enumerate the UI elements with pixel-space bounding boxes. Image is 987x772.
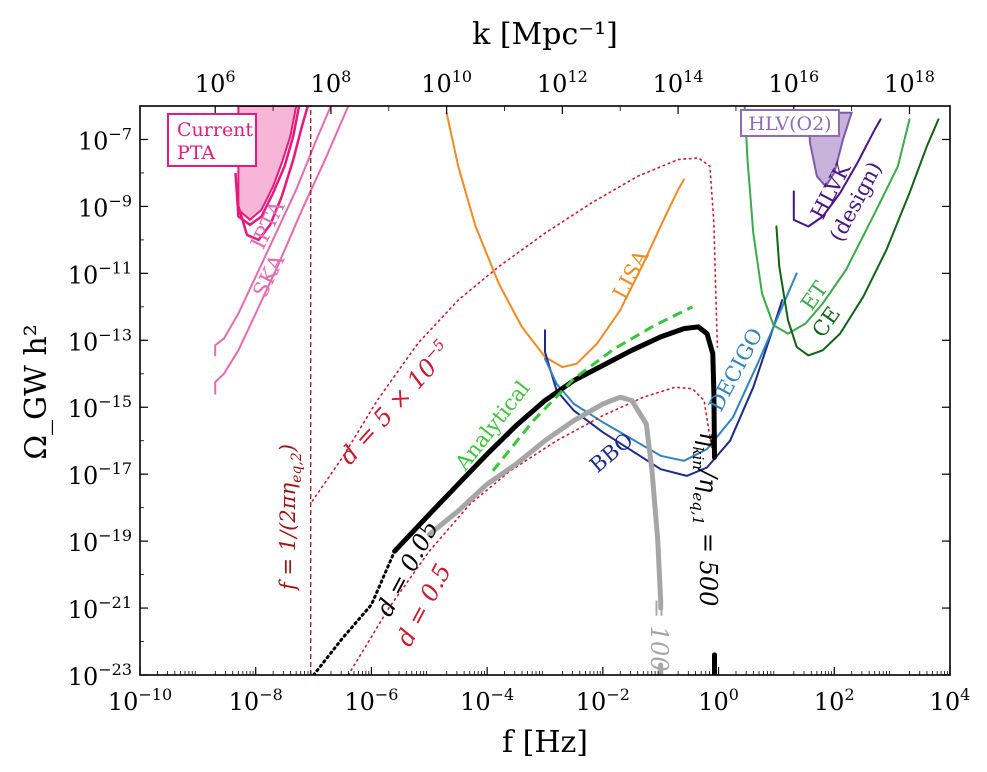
svg-text:HLV(O2): HLV(O2) — [748, 113, 831, 135]
series-et — [743, 106, 911, 335]
y-tick-label: 10−7 — [78, 124, 132, 155]
top-tick-label: 1012 — [537, 67, 588, 98]
top-tick-label: 1010 — [421, 67, 472, 98]
top-tick-label: 108 — [311, 67, 352, 98]
hlv-o2-label: HLV(O2) — [740, 109, 840, 137]
current-pta-label-line1: Current — [177, 119, 253, 141]
top-axis-title: k [Mpc⁻¹] — [472, 17, 618, 52]
series-kin100 — [426, 394, 664, 611]
series-d05 — [347, 386, 713, 675]
y-tick-label: 10−19 — [68, 526, 132, 557]
x-tick-label: 10−2 — [576, 685, 630, 716]
series-hlvk — [792, 118, 882, 228]
series-ce — [775, 118, 940, 357]
y-tick-label: 10−9 — [78, 191, 132, 222]
axis-ticks: 10−10 10−8 10−6 10−4 10−2 100 102 104 10−7 10−9 10… — [68, 67, 971, 716]
pta-curve-2 — [237, 106, 310, 242]
series-d005-ext — [312, 549, 397, 675]
plot-frame — [139, 105, 951, 676]
top-tick-label: 1018 — [884, 67, 935, 98]
y-tick-label: 10−15 — [68, 392, 132, 423]
x-tick-label: 100 — [698, 685, 739, 716]
x-tick-label: 102 — [814, 685, 855, 716]
top-tick-label: 1014 — [653, 67, 704, 98]
series-analytical — [491, 305, 694, 472]
y-tick-label: 10−11 — [68, 258, 132, 289]
pta-curve-1 — [234, 106, 301, 227]
current-pta-label-line2: PTA — [177, 142, 215, 164]
kin-500-label: ηkin/ηeq,1 = 500 — [689, 432, 722, 606]
series-d005 — [392, 324, 717, 554]
x-tick-label: 10−4 — [460, 685, 514, 716]
x-tick-label: 10−8 — [229, 685, 283, 716]
y-tick-label: 10−17 — [68, 459, 132, 490]
top-tick-label: 106 — [195, 67, 236, 98]
x-tick-label: 10−6 — [344, 685, 398, 716]
series-ska — [214, 106, 350, 395]
x-tick-label: 10−10 — [108, 685, 172, 716]
kin-100-label: = 100 — [645, 598, 673, 672]
current-pta-label: Current PTA — [167, 113, 257, 167]
f-eq-label: f = 1/(2πηeq,2) — [276, 444, 305, 592]
series-decigo — [544, 272, 798, 462]
top-tick-label: 1016 — [768, 67, 819, 98]
series-ipta — [214, 106, 332, 357]
series-d5e-5 — [311, 157, 719, 502]
y-tick-label: 10−13 — [68, 325, 132, 356]
y-axis-title: Ω_GW h² — [19, 324, 54, 460]
x-tick-label: 104 — [930, 685, 971, 716]
y-tick-label: 10−21 — [68, 593, 132, 624]
series-lines — [214, 106, 940, 675]
y-tick-label: 10−23 — [68, 660, 132, 691]
x-axis-title: f [Hz] — [502, 725, 588, 760]
series-lisa — [445, 111, 685, 369]
